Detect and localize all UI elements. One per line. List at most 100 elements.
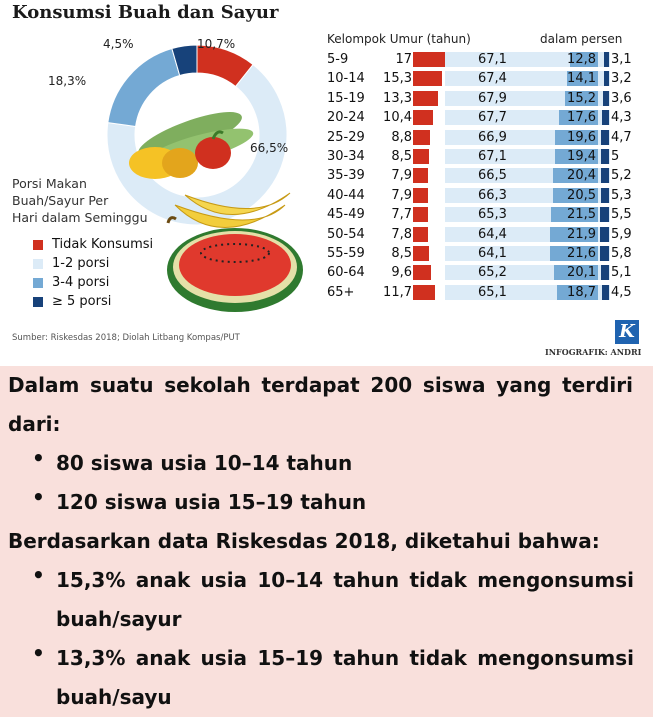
- three-four-porsi-value: 20,1: [567, 265, 596, 281]
- table-row: 5-9 17 67,1 12,8 3,1: [0, 50, 653, 69]
- bullet-dot: •: [32, 563, 45, 587]
- tidak-konsumsi-bar: [413, 71, 443, 87]
- age-group-label: 25-29: [327, 129, 365, 145]
- infographic-credit: INFOGRAFIK: ANDRI: [545, 347, 642, 357]
- three-four-porsi-bar: [555, 149, 598, 164]
- five-porsi-value: 4,7: [611, 129, 632, 145]
- legend: Tidak Konsumsi 1-2 porsi 3-4 porsi ≥ 5 p…: [33, 235, 153, 311]
- three-four-porsi-bar: [566, 71, 598, 87]
- table-row: 45-49 7,7 65,3 21,5 5,5: [0, 205, 653, 224]
- one-two-porsi-value: 64,4: [478, 226, 507, 242]
- age-group-label: 45-49: [327, 207, 365, 223]
- table-row: 40-44 7,9 66,3 20,5 5,3: [0, 186, 653, 205]
- tidak-konsumsi-bar: [413, 110, 433, 126]
- portion-title: Porsi Makan Buah/Sayur Per Hari dalam Se…: [12, 175, 148, 226]
- five-porsi-bar: [603, 71, 609, 87]
- source-note: Sumber: Riskesdas 2018; Diolah Litbang K…: [12, 333, 240, 343]
- pie-label-1: 10,7%: [197, 37, 236, 51]
- legend-swatch: [33, 277, 43, 288]
- tidak-konsumsi-value: 13,3: [383, 90, 412, 106]
- three-four-porsi-bar: [549, 226, 598, 242]
- five-porsi-value: 3,1: [611, 52, 632, 67]
- age-group-label: 5-9: [327, 52, 349, 67]
- five-porsi-value: 5,9: [611, 226, 632, 242]
- tidak-konsumsi-bar: [413, 168, 428, 184]
- pie-slice: [106, 63, 288, 226]
- five-porsi-bar: [600, 168, 609, 184]
- five-porsi-bar: [601, 129, 609, 145]
- three-four-porsi-value: 19,4: [567, 149, 596, 164]
- age-group-label: 55-59: [327, 246, 365, 261]
- five-porsi-value: 5,3: [611, 187, 632, 203]
- tidak-konsumsi-bar: [413, 246, 430, 261]
- three-four-porsi-value: 21,6: [567, 246, 596, 261]
- age-group-label: 60-64: [327, 265, 365, 281]
- table-row: 50-54 7,8 64,4 21,9 5,9: [0, 225, 653, 244]
- one-two-porsi-value: 65,2: [478, 265, 507, 281]
- three-four-porsi-bar: [554, 129, 598, 145]
- three-four-porsi-bar: [553, 265, 598, 281]
- five-porsi-value: 3,2: [611, 71, 632, 87]
- age-group-label: 50-54: [327, 226, 365, 242]
- fruit-illustration: [166, 192, 303, 312]
- age-group-label: 30-34: [327, 149, 365, 164]
- portion-title-line: Porsi Makan: [12, 176, 87, 191]
- three-four-porsi-bar: [559, 110, 598, 126]
- tidak-konsumsi-bar: [413, 90, 439, 106]
- table-row: 55-59 8,5 64,1 21,6 5,8: [0, 244, 653, 263]
- legend-item: ≥ 5 porsi: [33, 292, 153, 311]
- three-four-porsi-bar: [550, 207, 598, 223]
- three-four-porsi-value: 20,4: [567, 168, 596, 184]
- one-two-porsi-value: 65,3: [478, 207, 507, 223]
- three-four-porsi-value: 21,5: [567, 207, 596, 223]
- tidak-konsumsi-bar: [413, 129, 430, 145]
- three-four-porsi-bar: [556, 284, 598, 300]
- legend-label: ≥ 5 porsi: [52, 294, 112, 309]
- bullet-dot: •: [32, 485, 45, 509]
- tidak-konsumsi-value: 15,3: [383, 71, 412, 87]
- portion-title-line: Hari dalam Seminggu: [12, 210, 148, 225]
- age-group-label: 20-24: [327, 110, 365, 126]
- five-porsi-value: 5,5: [611, 207, 632, 223]
- chart-title: Konsumsi Buah dan Sayur: [12, 2, 279, 23]
- legend-label: 1-2 porsi: [52, 256, 110, 271]
- bullet-item-cont: buah/sayur: [56, 607, 182, 631]
- tidak-konsumsi-value: 8,8: [391, 129, 412, 145]
- three-four-porsi-bar: [553, 168, 598, 184]
- table-row: 25-29 8,8 66,9 19,6 4,7: [0, 128, 653, 147]
- intro-paragraph-cont: dari:: [8, 412, 61, 436]
- one-two-porsi-value: 66,9: [478, 129, 507, 145]
- three-four-porsi-value: 17,6: [567, 110, 596, 126]
- tidak-konsumsi-bar: [413, 187, 428, 203]
- legend-label: 3-4 porsi: [52, 275, 110, 290]
- five-porsi-value: 3,6: [611, 90, 632, 106]
- table-row: 30-34 8,5 67,1 19,4 5: [0, 147, 653, 166]
- question-text: Dalam suatu sekolah terdapat 200 siswa y…: [0, 366, 653, 713]
- three-four-porsi-bar: [552, 187, 598, 203]
- legend-swatch: [33, 239, 43, 250]
- legend-swatch: [33, 258, 43, 269]
- infographic: Konsumsi Buah dan Sayur 10,7% 66,5% 18,3…: [0, 0, 653, 366]
- bullet-item: 80 siswa usia 10–14 tahun: [56, 451, 353, 475]
- donut-chart: [106, 44, 288, 226]
- data-paragraph: Berdasarkan data Riskesdas 2018, diketah…: [8, 529, 600, 553]
- three-four-porsi-value: 21,9: [567, 226, 596, 242]
- five-porsi-bar: [599, 246, 609, 261]
- three-four-porsi-value: 15,2: [567, 90, 596, 106]
- tidak-konsumsi-value: 8,5: [391, 149, 412, 164]
- tidak-konsumsi-value: 8,5: [391, 246, 412, 261]
- five-porsi-bar: [602, 110, 609, 126]
- three-four-porsi-bar: [550, 246, 598, 261]
- five-porsi-value: 4,5: [611, 284, 632, 300]
- legend-label: Tidak Konsumsi: [52, 237, 154, 252]
- table-row: 10-14 15,3 67,4 14,1 3,2: [0, 69, 653, 88]
- five-porsi-bar: [603, 90, 609, 106]
- tidak-konsumsi-bar: [413, 52, 446, 67]
- tidak-konsumsi-bar: [413, 207, 428, 223]
- bullet-item: 15,3% anak usia 10–14 tahun tidak mengon…: [56, 568, 634, 592]
- one-two-porsi-value: 64,1: [478, 246, 507, 261]
- tidak-konsumsi-bar: [413, 265, 432, 281]
- five-porsi-bar: [600, 187, 609, 203]
- legend-item: Tidak Konsumsi: [33, 235, 153, 254]
- tidak-konsumsi-bar: [413, 284, 436, 300]
